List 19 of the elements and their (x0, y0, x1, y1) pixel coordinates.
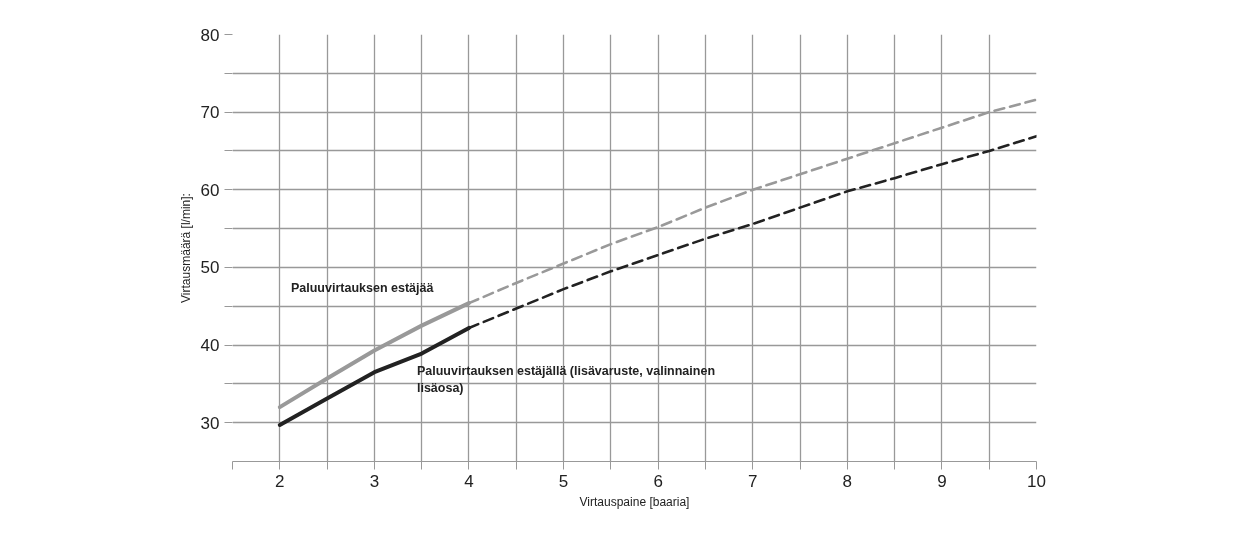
x-tick-label: 6 (653, 471, 663, 491)
x-tick-label: 7 (748, 471, 758, 491)
x-tick-label: 10 (1027, 471, 1046, 491)
series-label: Paluuvirtauksen estäjää (290, 281, 434, 296)
x-tick-label: 5 (558, 471, 569, 491)
y-axis-title: Virtausmäärä [l/min]: (178, 193, 193, 303)
y-tick-label: 70 (200, 103, 220, 123)
y-tick-label: 50 (200, 258, 220, 278)
x-tick-label: 3 (369, 471, 380, 491)
x-tick-label: 2 (275, 471, 285, 491)
y-tick-label: 80 (200, 25, 220, 45)
y-tick-label: 60 (200, 180, 220, 200)
x-axis-title: Virtauspaine [baaria] (579, 494, 690, 509)
x-tick-label: 8 (842, 471, 853, 491)
x-tick-label: 4 (464, 471, 474, 491)
series-label: Paluuvirtauksen estäjällä (lisävaruste, valinnainen lisäosa) (416, 363, 716, 395)
x-tick-label: 9 (937, 471, 947, 491)
y-tick-label: 40 (200, 336, 220, 356)
y-tick-label: 30 (200, 413, 220, 433)
